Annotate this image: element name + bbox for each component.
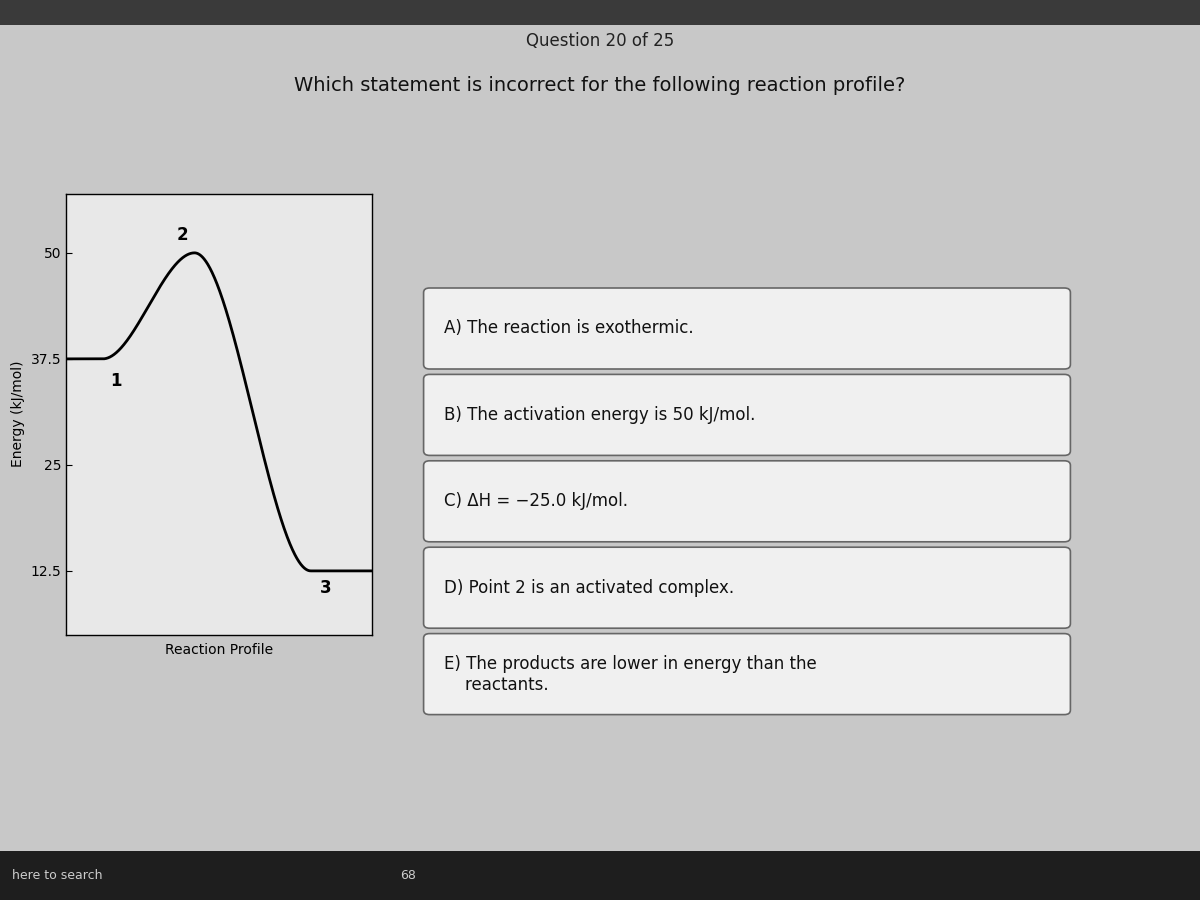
Text: Question 20 of 25: Question 20 of 25: [526, 32, 674, 50]
Text: D) Point 2 is an activated complex.: D) Point 2 is an activated complex.: [444, 579, 734, 597]
Text: C) ΔH = −25.0 kJ/mol.: C) ΔH = −25.0 kJ/mol.: [444, 492, 628, 510]
Text: E) The products are lower in energy than the
    reactants.: E) The products are lower in energy than…: [444, 654, 817, 694]
Text: 2: 2: [176, 227, 188, 245]
Text: Which statement is incorrect for the following reaction profile?: Which statement is incorrect for the fol…: [294, 76, 906, 95]
X-axis label: Reaction Profile: Reaction Profile: [164, 643, 274, 657]
Text: 1: 1: [110, 372, 122, 390]
Text: 68: 68: [400, 869, 416, 882]
Text: 3: 3: [320, 580, 331, 598]
Text: here to search: here to search: [12, 869, 102, 882]
Text: B) The activation energy is 50 kJ/mol.: B) The activation energy is 50 kJ/mol.: [444, 406, 755, 424]
Y-axis label: Energy (kJ/mol): Energy (kJ/mol): [11, 361, 25, 467]
Text: A) The reaction is exothermic.: A) The reaction is exothermic.: [444, 320, 694, 338]
